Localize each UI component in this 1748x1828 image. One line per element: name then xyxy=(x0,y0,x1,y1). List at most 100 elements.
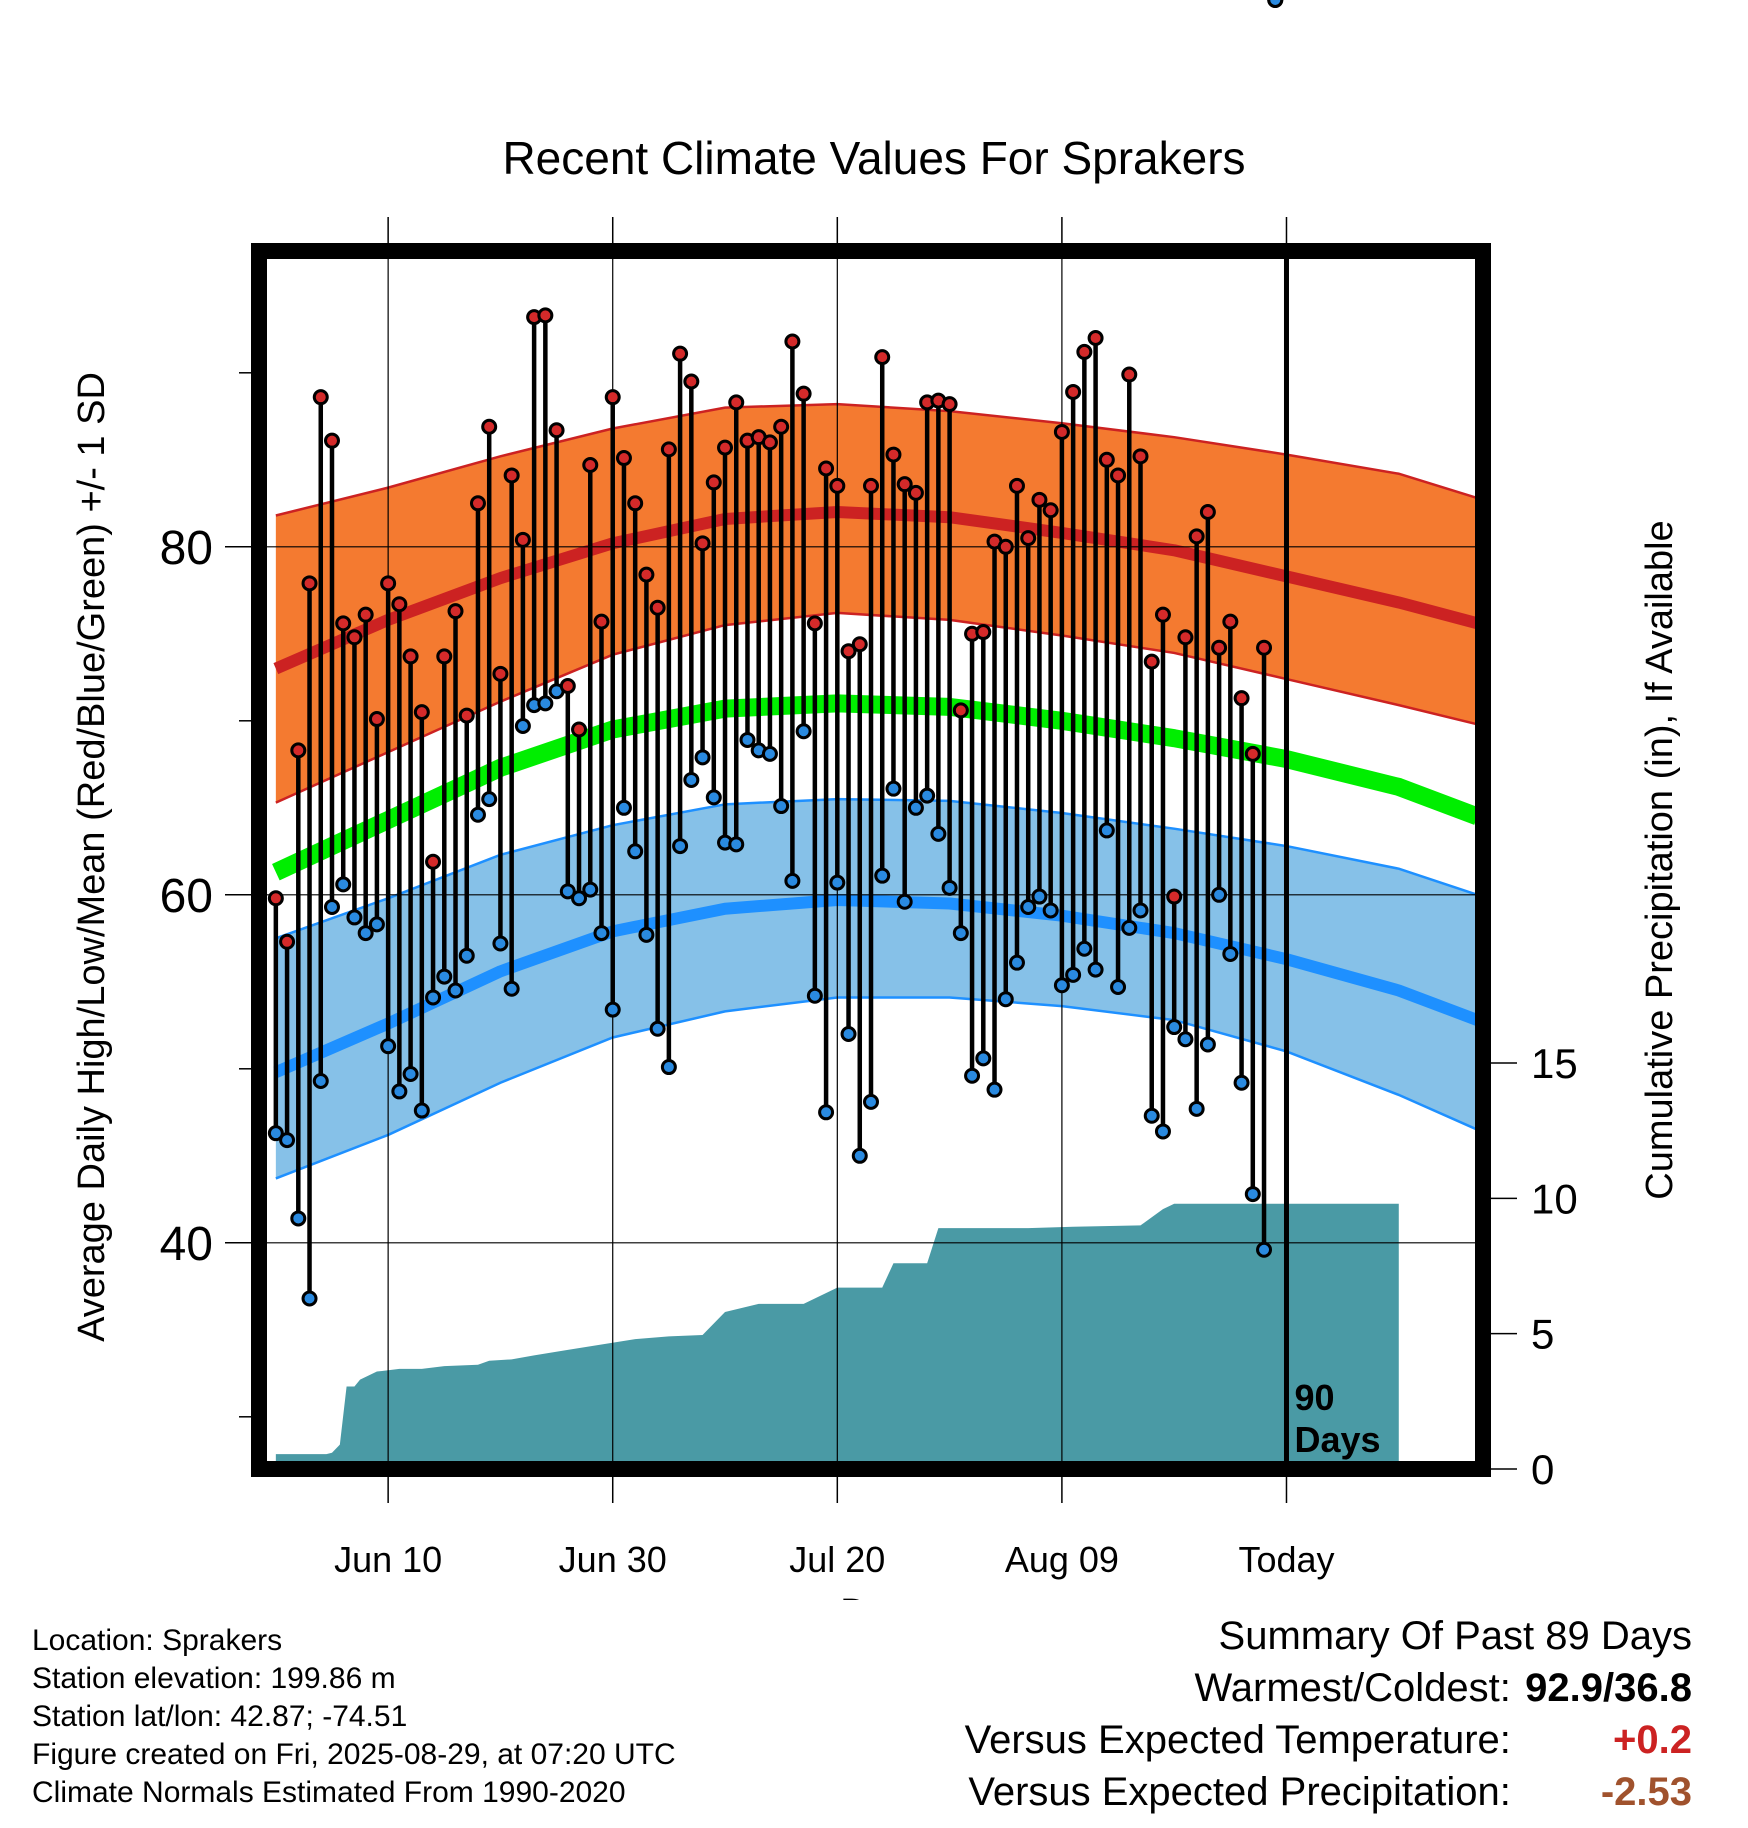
daily-low-point xyxy=(818,1104,835,1121)
daily-low-point xyxy=(1222,945,1239,962)
daily-low-point xyxy=(380,1038,397,1055)
daily-high-point xyxy=(874,349,891,366)
daily-low-point xyxy=(1065,966,1082,983)
y2-axis-label: Cumulative Precipitation (in), If Availa… xyxy=(1639,520,1681,1199)
daily-low-point xyxy=(986,1081,1003,1098)
daily-high-point xyxy=(818,460,835,477)
daily-low-point xyxy=(582,881,599,898)
daily-low-point xyxy=(672,838,689,855)
normals-note-text: Climate Normals Estimated From 1990-2020 xyxy=(32,1776,626,1809)
daily-high-point xyxy=(301,575,318,592)
x-tick-label: Today xyxy=(1238,1539,1334,1580)
daily-high-point xyxy=(279,933,296,950)
daily-high-point xyxy=(436,648,453,665)
daily-high-point xyxy=(469,495,486,512)
daily-high-point xyxy=(1143,653,1160,670)
daily-low-point xyxy=(941,879,958,896)
daily-high-point xyxy=(425,853,442,870)
daily-high-point xyxy=(1177,629,1194,646)
daily-low-point xyxy=(739,731,756,748)
daily-low-point xyxy=(1087,961,1104,978)
daily-high-point xyxy=(997,538,1014,555)
daily-high-point xyxy=(1020,530,1037,547)
normal-low-line xyxy=(273,894,1480,1078)
daily-low-point xyxy=(1177,1031,1194,1048)
daily-low-point xyxy=(469,806,486,823)
y2-tick-label: 10 xyxy=(1531,1175,1578,1222)
daily-high-point xyxy=(660,441,677,458)
daily-low-point xyxy=(425,989,442,1006)
y2-tick-label: 5 xyxy=(1531,1311,1554,1358)
daily-low-point xyxy=(1053,977,1070,994)
daily-low-point xyxy=(1020,898,1037,915)
daily-low-point xyxy=(773,798,790,815)
warmest-value: 92.9/36.8 xyxy=(1525,1666,1692,1710)
daily-low-point xyxy=(615,799,632,816)
precip-anomaly-label: Versus Expected Precipitation: xyxy=(968,1770,1511,1814)
summary-precip-row: Versus Expected Precipitation: -2.53 xyxy=(965,1766,1692,1818)
daily-low-point xyxy=(1199,1036,1216,1053)
daily-low-point xyxy=(694,749,711,766)
daily-high-point xyxy=(1233,690,1250,707)
daily-high-point xyxy=(593,613,610,630)
daily-high-point xyxy=(863,477,879,494)
daily-high-point xyxy=(1076,343,1093,360)
temp-anomaly-value: +0.2 xyxy=(1613,1718,1692,1762)
daily-high-point xyxy=(458,707,475,724)
daily-high-point xyxy=(1222,613,1239,630)
daily-low-point xyxy=(660,1059,677,1076)
daily-high-point xyxy=(1053,423,1070,440)
station-info: Location: Sprakers Station elevation: 19… xyxy=(32,1622,676,1812)
daily-low-point xyxy=(795,723,812,740)
daily-low-point xyxy=(964,1067,981,1084)
daily-high-point xyxy=(615,450,632,467)
daily-high-point xyxy=(1188,528,1205,545)
daily-low-point xyxy=(1267,0,1284,8)
low-sd-band-upper-edge xyxy=(275,797,1478,940)
high-sd-band-upper-edge xyxy=(275,402,1478,517)
daily-high-point xyxy=(548,422,565,439)
y2-tick-label: 0 xyxy=(1531,1446,1554,1493)
daily-low-point xyxy=(593,925,610,942)
daily-high-point xyxy=(1087,330,1104,346)
temp-anomaly-label: Versus Expected Temperature: xyxy=(964,1718,1511,1762)
daily-low-point xyxy=(279,1132,296,1149)
daily-low-point xyxy=(323,898,340,915)
daily-low-point xyxy=(1031,888,1048,905)
daily-low-point xyxy=(1143,1107,1160,1124)
daily-high-point xyxy=(840,643,857,660)
daily-high-point xyxy=(649,599,666,616)
daily-low-point xyxy=(1042,902,1059,919)
daily-low-point xyxy=(1121,919,1138,936)
daily-stems-layer xyxy=(273,315,1267,1299)
plot-frame xyxy=(251,243,1491,1477)
daily-low-point xyxy=(413,1102,430,1119)
daily-low-point xyxy=(997,991,1014,1008)
daily-low-point xyxy=(1188,1100,1205,1117)
daily-low-point xyxy=(1244,1186,1261,1203)
daily-high-point xyxy=(829,477,846,494)
daily-high-point xyxy=(391,596,408,613)
y-tick-label: 40 xyxy=(160,1218,213,1271)
daily-low-point xyxy=(930,825,947,842)
daily-high-point xyxy=(267,890,284,907)
y-tick-label: 80 xyxy=(160,522,213,575)
daily-high-point xyxy=(323,432,340,449)
daily-high-point xyxy=(1199,504,1216,520)
daily-high-point xyxy=(683,373,700,390)
daily-low-point xyxy=(840,1026,857,1042)
daily-high-point xyxy=(806,615,823,632)
chart-title: Recent Climate Values For Sprakers xyxy=(502,132,1245,184)
daily-low-point xyxy=(447,982,464,999)
daily-low-point xyxy=(761,745,778,762)
daily-high-point xyxy=(694,535,711,552)
daily-high-point xyxy=(571,721,588,738)
daily-low-point xyxy=(436,968,453,985)
daily-low-point xyxy=(829,874,846,891)
daily-points-layer xyxy=(267,0,1284,1307)
daily-high-point xyxy=(1132,448,1149,465)
warmest-label: Warmest/Coldest: xyxy=(1194,1666,1511,1710)
daily-low-point xyxy=(335,876,352,893)
daily-low-point xyxy=(907,799,924,816)
daily-high-point xyxy=(1098,451,1115,468)
